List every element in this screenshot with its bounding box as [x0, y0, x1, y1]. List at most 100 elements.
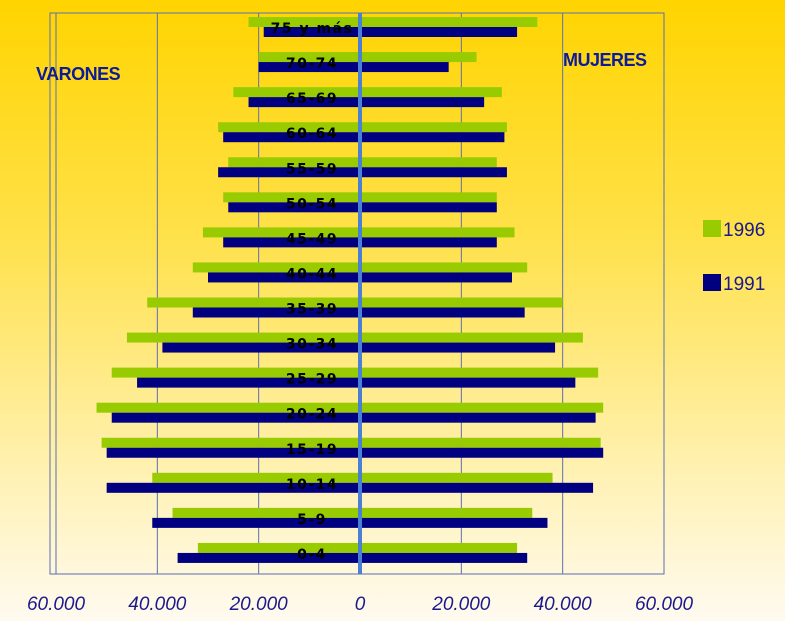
bar-varones-1996-25-29 — [111, 367, 360, 378]
center-axis — [358, 13, 362, 574]
bar-varones-1991-65-69 — [248, 97, 360, 108]
x-tick-label: 40.000 — [128, 594, 187, 615]
left-side-label: VARONES — [36, 64, 121, 84]
bar-varones-1996-20-24 — [96, 402, 361, 413]
bar-mujeres-1991-20-24 — [360, 412, 596, 423]
bar-varones-1996-55-59 — [228, 157, 360, 168]
center-axis-line — [358, 13, 362, 574]
x-tick-label: 0 — [355, 594, 366, 615]
bar-varones-1996-75 y más — [248, 17, 360, 27]
bar-mujeres-1991-15-19 — [360, 447, 604, 458]
bar-varones-1996-70-74 — [258, 52, 360, 63]
bar-mujeres-1991-10-14 — [360, 482, 594, 493]
bar-mujeres-1991-30-34 — [360, 342, 556, 353]
bar-mujeres-1991-45-49 — [360, 237, 497, 248]
bar-mujeres-1996-25-29 — [360, 367, 599, 378]
bar-mujeres-1996-30-34 — [360, 332, 583, 343]
bar-varones-1996-50-54 — [223, 192, 360, 203]
legend-label: 1996 — [723, 220, 765, 241]
bar-mujeres-1991-35-39 — [360, 307, 525, 318]
bar-mujeres-1996-15-19 — [360, 437, 601, 448]
legend-swatch — [703, 220, 721, 237]
bar-mujeres-1996-0-4 — [360, 542, 518, 553]
bar-varones-1991-5-9 — [152, 517, 360, 528]
age-label: 10-14 — [286, 477, 338, 493]
bar-varones-1996-5-9 — [172, 507, 360, 518]
bar-mujeres-1991-50-54 — [360, 202, 497, 213]
bar-varones-1996-40-44 — [192, 262, 360, 273]
age-label: 45-49 — [286, 231, 338, 247]
age-label: 50-54 — [286, 196, 338, 212]
bar-varones-1996-0-4 — [197, 542, 360, 553]
x-tick-label: 60.000 — [635, 594, 694, 615]
bar-varones-1996-30-34 — [126, 332, 360, 343]
x-tick-label: 20.000 — [431, 594, 491, 615]
bar-varones-1996-15-19 — [101, 437, 360, 448]
bar-mujeres-1996-70-74 — [360, 52, 477, 63]
x-tick-label: 40.000 — [534, 594, 593, 615]
bar-varones-1996-60-64 — [218, 122, 360, 133]
age-label: 35-39 — [286, 302, 338, 318]
bar-mujeres-1991-40-44 — [360, 272, 512, 283]
legend-label: 1991 — [723, 274, 765, 295]
bar-varones-1991-50-54 — [228, 202, 360, 213]
bar-mujeres-1991-25-29 — [360, 377, 576, 388]
bar-mujeres-1996-50-54 — [360, 192, 497, 203]
bar-varones-1991-35-39 — [192, 307, 360, 318]
bar-varones-1991-70-74 — [258, 62, 360, 73]
bar-mujeres-1996-5-9 — [360, 507, 533, 518]
bar-mujeres-1996-55-59 — [360, 157, 497, 168]
age-label: 0-4 — [297, 547, 327, 563]
bar-varones-1991-25-29 — [137, 377, 360, 388]
age-label: 60-64 — [286, 126, 338, 142]
age-label: 55-59 — [286, 161, 338, 177]
age-label: 70-74 — [286, 56, 338, 72]
age-label: 5-9 — [297, 512, 327, 528]
bar-varones-1991-55-59 — [218, 167, 360, 178]
bar-mujeres-1996-20-24 — [360, 402, 604, 413]
bar-varones-1991-15-19 — [106, 447, 361, 458]
age-label: 75 y más — [271, 21, 354, 37]
bar-mujeres-1996-10-14 — [360, 472, 553, 483]
bar-varones-1991-75 y más — [263, 27, 360, 37]
bar-mujeres-1996-35-39 — [360, 297, 563, 308]
x-tick-label: 20.000 — [229, 594, 289, 615]
age-label: 40-44 — [286, 266, 338, 282]
bar-varones-1991-10-14 — [106, 482, 361, 493]
bar-mujeres-1991-65-69 — [360, 97, 485, 108]
bar-varones-1991-60-64 — [223, 132, 360, 143]
bars-group — [96, 17, 604, 563]
right-side-label: MUJERES — [563, 50, 647, 70]
bar-mujeres-1991-0-4 — [360, 552, 528, 563]
bar-varones-1996-10-14 — [152, 472, 360, 483]
age-label: 25-29 — [286, 372, 338, 388]
age-group-labels: 0-4 5-9 10-14 15-19 20-24 25-29 30-34 35-39 40-4… — [271, 21, 354, 563]
x-axis-tick-labels: 60.000 40.000 20.000 0 20.000 40.000 60.000 — [27, 594, 694, 615]
x-tick-label: 60.000 — [27, 594, 86, 615]
age-label: 20-24 — [286, 407, 338, 423]
bar-mujeres-1996-40-44 — [360, 262, 528, 273]
bar-varones-1996-45-49 — [202, 227, 360, 238]
bar-mujeres-1991-60-64 — [360, 132, 505, 143]
legend: 1996 1991 — [703, 220, 765, 295]
bar-varones-1996-65-69 — [233, 87, 360, 98]
age-label: 65-69 — [286, 91, 338, 107]
bar-mujeres-1991-70-74 — [360, 62, 449, 73]
bar-mujeres-1996-75 y más — [360, 17, 538, 27]
bar-varones-1996-35-39 — [147, 297, 360, 308]
bar-varones-1991-40-44 — [208, 272, 360, 283]
age-label: 15-19 — [286, 442, 338, 458]
bar-mujeres-1991-55-59 — [360, 167, 507, 178]
age-label: 30-34 — [286, 337, 338, 353]
bar-varones-1991-0-4 — [177, 552, 360, 563]
bar-mujeres-1991-5-9 — [360, 517, 548, 528]
bar-mujeres-1996-65-69 — [360, 87, 502, 98]
bar-mujeres-1996-45-49 — [360, 227, 515, 238]
bar-mujeres-1991-75 y más — [360, 27, 518, 37]
bar-varones-1991-45-49 — [223, 237, 360, 248]
bar-varones-1991-30-34 — [162, 342, 360, 353]
bar-mujeres-1996-60-64 — [360, 122, 507, 133]
bar-varones-1991-20-24 — [111, 412, 360, 423]
legend-swatch — [703, 274, 721, 291]
